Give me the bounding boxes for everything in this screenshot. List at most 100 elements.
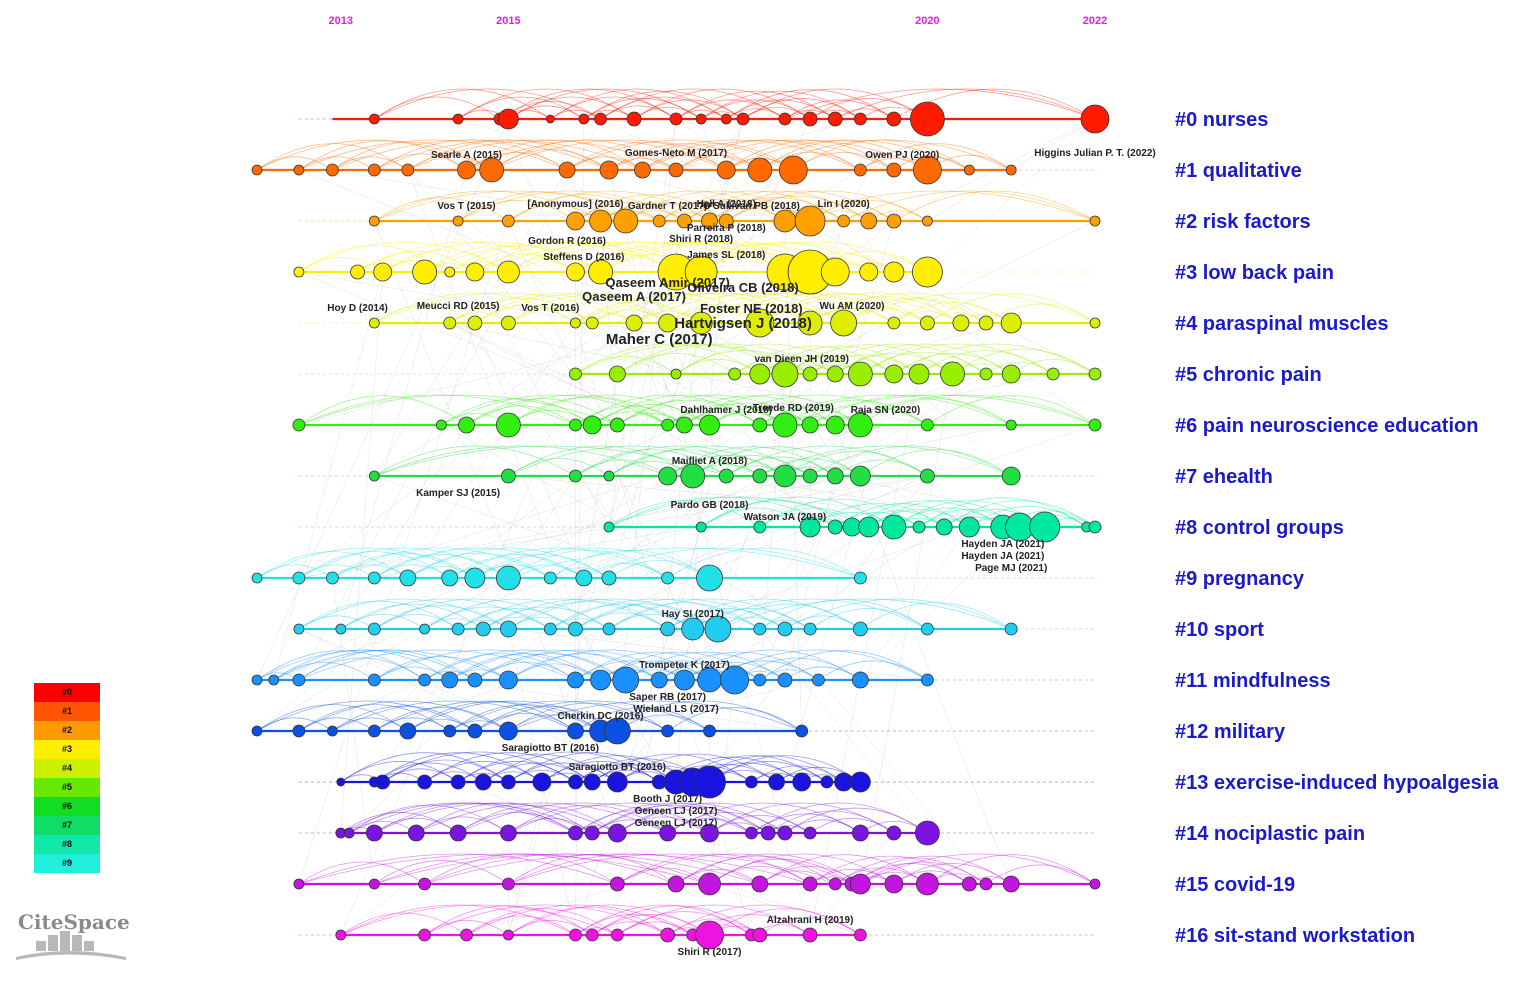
reference-node[interactable] [435,419,447,431]
reference-node[interactable] [545,114,555,124]
reference-node[interactable] [849,465,871,487]
reference-node[interactable] [921,418,934,432]
reference-node[interactable] [543,571,557,585]
reference-node[interactable] [607,823,627,843]
reference-node[interactable] [500,468,516,484]
reference-node[interactable] [680,463,706,489]
reference-node[interactable] [610,928,624,942]
reference-node[interactable] [684,255,718,289]
reference-node[interactable] [401,163,415,177]
reference-node[interactable] [979,367,993,381]
reference-node[interactable] [910,101,945,137]
reference-node[interactable] [825,415,845,435]
reference-node[interactable] [834,772,853,792]
reference-node[interactable] [452,215,464,227]
reference-node[interactable] [543,622,557,636]
reference-node[interactable] [935,518,953,536]
reference-node[interactable] [1080,104,1110,134]
reference-node[interactable] [399,722,417,740]
reference-node[interactable] [913,155,942,185]
reference-node[interactable] [1089,317,1101,329]
reference-node[interactable] [498,721,518,741]
reference-node[interactable] [612,666,640,694]
reference-node[interactable] [368,878,380,890]
reference-node[interactable] [676,213,692,229]
cluster-label-15[interactable]: #15 covid-19 [1175,874,1295,896]
reference-node[interactable] [718,468,734,484]
reference-node[interactable] [570,317,581,329]
reference-node[interactable] [827,111,843,127]
reference-node[interactable] [652,214,666,228]
reference-node[interactable] [720,113,732,125]
reference-node[interactable] [837,214,850,228]
reference-node[interactable] [367,724,381,738]
reference-node[interactable] [327,725,338,737]
reference-node[interactable] [613,208,639,234]
reference-node[interactable] [799,516,821,538]
reference-node[interactable] [745,775,758,789]
reference-node[interactable] [849,771,871,793]
cluster-label-2[interactable]: #2 risk factors [1175,211,1311,233]
reference-node[interactable] [778,112,792,126]
reference-node[interactable] [689,311,713,335]
reference-node[interactable] [585,928,599,942]
reference-node[interactable] [736,112,750,126]
reference-node[interactable] [293,878,305,890]
reference-node[interactable] [634,161,651,179]
reference-node[interactable] [912,256,943,288]
reference-node[interactable] [464,567,486,589]
reference-node[interactable] [698,872,721,896]
reference-node[interactable] [451,622,465,636]
reference-node[interactable] [887,316,901,330]
reference-node[interactable] [961,876,977,892]
reference-node[interactable] [558,161,576,179]
reference-node[interactable] [575,569,593,587]
reference-node[interactable] [922,215,933,227]
reference-node[interactable] [251,674,263,686]
reference-node[interactable] [940,361,965,387]
reference-node[interactable] [367,163,381,177]
reference-node[interactable] [500,315,516,331]
reference-node[interactable] [532,772,552,792]
reference-node[interactable] [350,264,365,280]
reference-node[interactable] [292,571,306,585]
reference-node[interactable] [603,521,615,533]
cluster-label-16[interactable]: #16 sit-stand workstation [1175,925,1415,947]
reference-node[interactable] [952,314,970,332]
reference-node[interactable] [335,623,347,635]
reference-node[interactable] [760,825,776,841]
reference-node[interactable] [335,929,347,941]
reference-node[interactable] [419,623,431,635]
reference-node[interactable] [292,724,306,738]
reference-node[interactable] [720,665,750,695]
reference-node[interactable] [467,315,483,331]
reference-node[interactable] [251,164,263,176]
reference-node[interactable] [566,211,585,231]
reference-node[interactable] [251,725,263,737]
reference-node[interactable] [496,260,520,284]
reference-node[interactable] [418,928,432,942]
reference-node[interactable] [367,571,381,585]
reference-node[interactable] [479,157,505,183]
reference-node[interactable] [569,469,582,483]
cluster-label-8[interactable]: #8 control groups [1175,517,1344,539]
reference-node[interactable] [881,514,907,540]
reference-node[interactable] [373,262,393,282]
cluster-label-12[interactable]: #12 military [1175,721,1286,743]
reference-node[interactable] [745,826,758,840]
reference-node[interactable] [417,774,433,790]
reference-node[interactable] [912,520,926,534]
reference-node[interactable] [884,364,904,384]
reference-node[interactable] [667,875,685,893]
cluster-label-1[interactable]: #1 qualitative [1175,160,1302,182]
reference-node[interactable] [979,877,993,891]
reference-node[interactable] [293,623,305,635]
reference-node[interactable] [602,622,616,636]
reference-node[interactable] [367,622,381,636]
reference-node[interactable] [474,773,492,791]
cluster-label-14[interactable]: #14 nociplastic pain [1175,823,1365,845]
reference-node[interactable] [609,876,625,892]
reference-node[interactable] [695,920,724,950]
reference-node[interactable] [367,673,381,687]
reference-node[interactable] [626,111,642,127]
